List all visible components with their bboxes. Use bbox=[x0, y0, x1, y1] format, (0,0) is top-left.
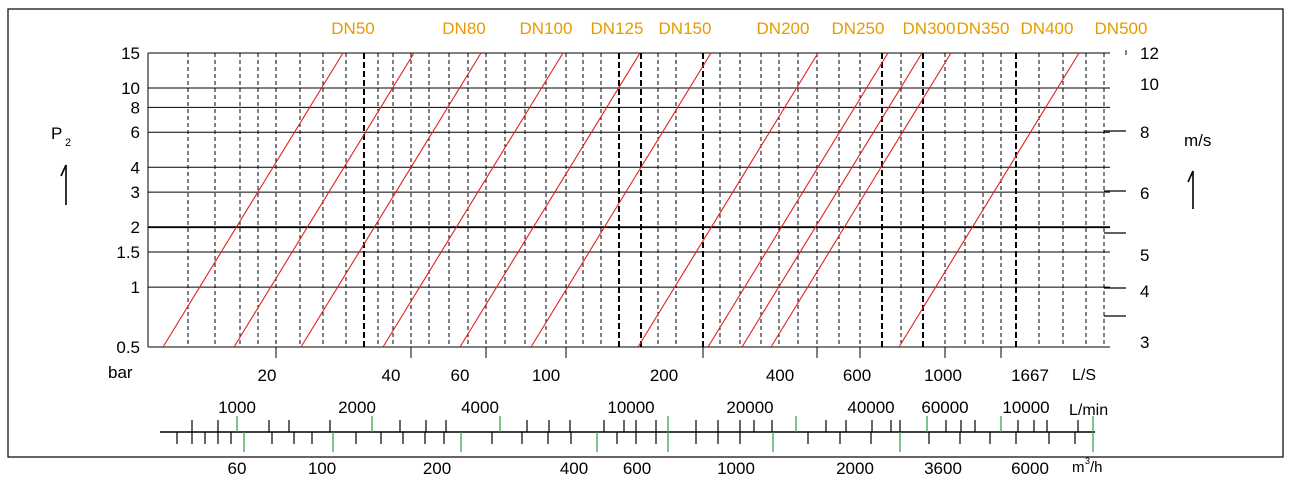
right-tick-label: 4 bbox=[1140, 282, 1149, 301]
lmin-tick-label: 2000 bbox=[338, 398, 376, 417]
m3h-tick-label: 400 bbox=[560, 459, 588, 478]
ls-tick-label: 200 bbox=[650, 366, 678, 385]
ls-tick-label: 60 bbox=[451, 366, 470, 385]
right-axis-unit: m/s bbox=[1184, 131, 1211, 150]
flow-axes: 20 40 60 100 200 400 600 1000 1667 1000 2000 4000 10… bbox=[160, 347, 1095, 478]
right-tick-label: 12 bbox=[1140, 44, 1159, 63]
lmin-tick-label: 40000 bbox=[847, 398, 894, 417]
left-tick-label: 15 bbox=[121, 44, 140, 63]
m3h-tick-label: 60 bbox=[228, 459, 247, 478]
left-axis-label-main: P bbox=[51, 124, 62, 143]
lmin-tick-label: 20000 bbox=[726, 398, 773, 417]
m3h-tick-label: 2000 bbox=[836, 459, 874, 478]
left-axis-arrow bbox=[60, 164, 67, 205]
flow-unit-lmin: L/min bbox=[1069, 402, 1108, 419]
dn-label: DN400 bbox=[1021, 19, 1074, 38]
vertical-grid bbox=[187, 53, 1105, 347]
dn-label: DN150 bbox=[659, 19, 712, 38]
dn-curve bbox=[741, 52, 923, 348]
ls-tick-label: 40 bbox=[382, 366, 401, 385]
right-tick-label: 8 bbox=[1140, 123, 1149, 142]
right-tick-label: 10 bbox=[1140, 75, 1159, 94]
m3h-tick-label: 200 bbox=[423, 459, 451, 478]
ls-tick-label: 1667 bbox=[1011, 366, 1049, 385]
m3h-tick-label: 6000 bbox=[1011, 459, 1049, 478]
right-tick-label: 3 bbox=[1140, 333, 1149, 352]
dn-label: DN50 bbox=[331, 19, 374, 38]
dn-curve bbox=[382, 52, 564, 348]
flow-unit-ls: L/S bbox=[1072, 367, 1096, 384]
right-tick-label: 5 bbox=[1140, 246, 1149, 265]
dn-curve bbox=[530, 52, 712, 348]
flow-unit-m3h-main: m bbox=[1072, 459, 1085, 476]
ls-tick-label: 100 bbox=[532, 366, 560, 385]
dn-curve bbox=[770, 52, 952, 348]
dn-label: DN100 bbox=[520, 19, 573, 38]
left-tick-label: 3 bbox=[131, 183, 140, 202]
dn-curve bbox=[707, 52, 889, 348]
left-tick-label: 2 bbox=[131, 218, 140, 237]
m3h-tick-label: 1000 bbox=[717, 459, 755, 478]
dn-curve bbox=[637, 52, 819, 348]
lmin-tick-label: 10000 bbox=[607, 398, 654, 417]
dn-label: DN350 bbox=[957, 19, 1010, 38]
left-tick-label: 0.5 bbox=[116, 338, 140, 357]
m3h-tick-label: 600 bbox=[623, 459, 651, 478]
left-tick-label: 1.5 bbox=[116, 243, 140, 262]
dn-curve bbox=[233, 52, 415, 348]
left-axis-tick-labels: 15 108 6 4 3 2 1.5 1 0.5 bbox=[116, 44, 140, 357]
flow-unit-m3h-tail: /h bbox=[1090, 459, 1103, 476]
m3h-tick-label: 100 bbox=[308, 459, 336, 478]
dn-curve bbox=[898, 52, 1080, 348]
dn-pipe-size-labels: DN50 DN80 DN100 DN125 DN150 DN200 DN250 DN300 DN… bbox=[331, 19, 1147, 38]
horizontal-grid bbox=[147, 52, 1110, 348]
left-tick-label: 1 bbox=[131, 278, 140, 297]
dn-curve bbox=[459, 52, 641, 348]
dn-label: DN500 bbox=[1095, 19, 1148, 38]
dn-curves bbox=[162, 52, 1080, 348]
flow-unit-m3h-sup: 3 bbox=[1085, 456, 1090, 466]
left-tick-label: 8 bbox=[131, 98, 140, 117]
lmin-tick-label: 60000 bbox=[921, 398, 968, 417]
right-axis-arrow bbox=[1187, 170, 1194, 209]
ls-tick-label: 400 bbox=[766, 366, 794, 385]
right-axis-tick-labels: 12 10 8 6 5 4 3 bbox=[1104, 44, 1159, 352]
ls-tick-label: 600 bbox=[843, 366, 871, 385]
dn-label: DN200 bbox=[757, 19, 810, 38]
dn-curve bbox=[300, 52, 482, 348]
dn-label: DN300 bbox=[903, 19, 956, 38]
left-axis-label-sub: 2 bbox=[65, 137, 71, 149]
lmin-tick-label: 4000 bbox=[461, 398, 499, 417]
m3h-tick-label: 3600 bbox=[924, 459, 962, 478]
chart-frame bbox=[7, 8, 1284, 458]
dn-label: DN80 bbox=[442, 19, 485, 38]
left-axis-unit: bar bbox=[108, 363, 133, 382]
left-tick-label: 6 bbox=[131, 123, 140, 142]
ls-tick-label: 20 bbox=[258, 366, 277, 385]
left-tick-label: 4 bbox=[131, 158, 140, 177]
ls-tick-label: 1000 bbox=[924, 366, 962, 385]
left-tick-label: 10 bbox=[121, 79, 140, 98]
right-tick-label: 6 bbox=[1140, 184, 1149, 203]
lmin-tick-label: 1000 bbox=[218, 398, 256, 417]
dn-label: DN125 bbox=[591, 19, 644, 38]
lmin-tick-label: 10000 bbox=[1002, 398, 1049, 417]
dn-curve bbox=[162, 52, 344, 348]
dn-label: DN250 bbox=[832, 19, 885, 38]
